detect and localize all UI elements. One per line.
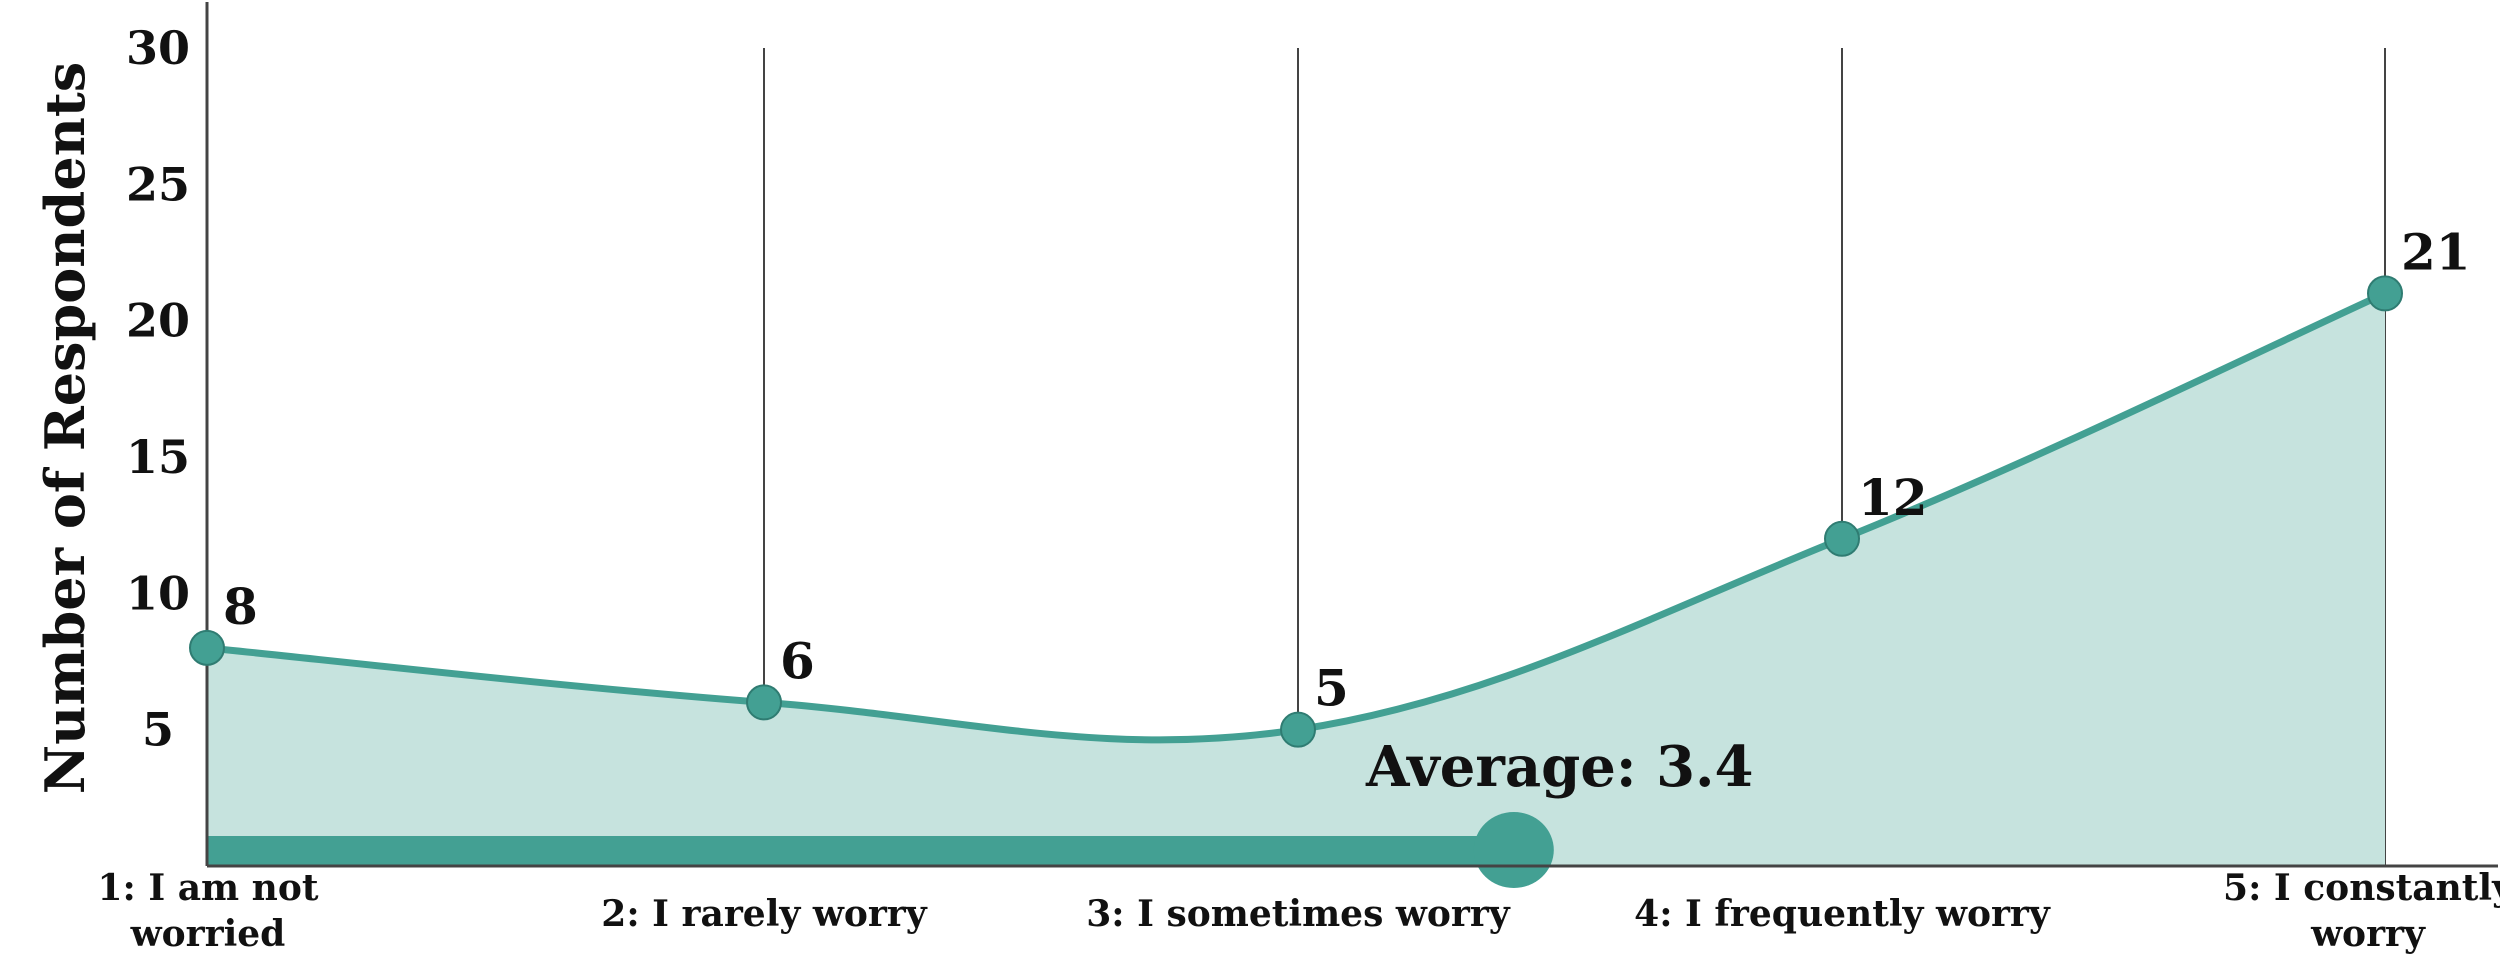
x-category-label: 3: I sometimes worry (1086, 893, 1511, 935)
average-bar (207, 836, 1510, 866)
x-category-label: 5: I constantly worry (2223, 867, 2500, 955)
average-label: Average: 3.4 (1365, 734, 1754, 800)
y-tick-label: 20 (126, 294, 190, 348)
data-point (189, 629, 225, 666)
data-label: 21 (2401, 222, 2471, 281)
data-point (1824, 520, 1860, 557)
data-points: 8 6 5 12 21 (189, 222, 2471, 748)
average-marker (1473, 812, 1554, 888)
data-point (2367, 275, 2403, 312)
y-tick-label: 25 (126, 157, 190, 211)
data-label: 12 (1858, 468, 1928, 527)
y-tick-labels: 5 10 15 20 25 30 (126, 21, 190, 757)
data-point (1280, 711, 1316, 748)
y-tick-label: 5 (142, 703, 174, 757)
x-category-label: 1: I am not worried (97, 867, 318, 955)
y-tick-label: 15 (126, 430, 190, 484)
x-category-label: 4: I frequently worry (1634, 893, 2051, 935)
y-axis-label: Number of Respondents (33, 62, 97, 795)
y-tick-label: 30 (126, 21, 190, 75)
data-label: 5 (1314, 659, 1349, 718)
data-point (746, 684, 782, 721)
x-category-label: 2: I rarely worry (601, 893, 927, 935)
data-label: 8 (223, 577, 258, 636)
x-category-labels: 1: I am not worried 2: I rarely worry 3: I … (97, 867, 2500, 955)
data-label: 6 (780, 631, 815, 690)
area-fill (207, 293, 2385, 866)
y-tick-label: 10 (126, 566, 190, 620)
